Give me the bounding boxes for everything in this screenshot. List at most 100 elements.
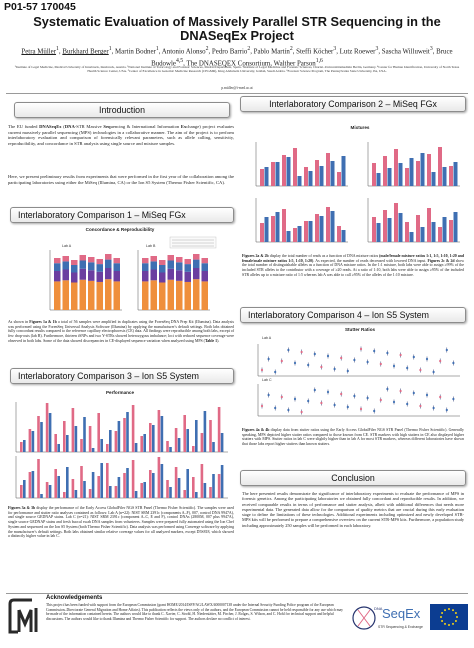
figure-2-bar (315, 214, 319, 242)
figure-1-bar-segment (71, 260, 78, 265)
figure-2-bar (405, 222, 409, 242)
figure-3-bar (74, 426, 78, 452)
figure-3-bar (126, 468, 129, 498)
figure-4-point (392, 364, 396, 368)
figure-3-bar (143, 482, 146, 498)
figure-2-bar (293, 148, 297, 186)
figure-1-bar-segment (71, 272, 78, 283)
figure-1-bar-segment (54, 281, 61, 310)
figure-3-bar (106, 444, 109, 452)
figure-2-bar (337, 172, 341, 186)
acknowledgements-text: This project has been funded with suppor… (46, 603, 343, 621)
figure-1-bar-segment (88, 270, 95, 281)
figure-4-point (439, 395, 442, 399)
figure-3-bar (149, 423, 152, 452)
footer-divider (6, 593, 468, 594)
figure-1-bar-segment (184, 259, 191, 265)
figure-3-bar (40, 422, 43, 452)
figure-2-bar (442, 167, 447, 186)
figure-2-bar (304, 167, 308, 186)
figure-1-table-legend (169, 236, 217, 249)
figure-4-point (280, 359, 283, 363)
figure-4-point (353, 394, 356, 398)
eu-star (440, 616, 442, 618)
figure-2-bar (330, 161, 335, 186)
figure-3-bar (123, 418, 126, 452)
figure-2-bar (427, 208, 431, 242)
eu-star (444, 622, 446, 625)
figure-1-bar-segment (113, 258, 120, 264)
figure-3-bar (195, 492, 198, 498)
figure-1-bar-segment (113, 271, 120, 282)
ilc1-lab-b-label: Lab B (146, 244, 156, 248)
figure-2-bar (398, 163, 403, 186)
figure-2-bar (337, 226, 341, 242)
figure-3-performance (15, 402, 228, 499)
figure-2-bar (431, 222, 436, 242)
figure-2-bar (372, 163, 376, 186)
figure-4-point (267, 393, 270, 397)
figure-3-bar (31, 431, 35, 452)
figure-4-point (406, 402, 409, 406)
figure-2-bar (383, 210, 387, 242)
figure-1-bar-segment (193, 254, 200, 260)
figure-3-bar (91, 472, 95, 498)
figure-2c (255, 198, 348, 243)
figure-3-bar (149, 470, 152, 498)
figure-2-bar (387, 168, 392, 186)
ilc2-caption: Figures 2a & 2b display the total number… (242, 254, 465, 277)
intro-heading: Introduction (14, 102, 230, 118)
figure-4-point (287, 348, 290, 352)
figure-2-bar (420, 153, 425, 186)
figure-2-bar (297, 226, 302, 242)
figure-2-bar (330, 211, 335, 242)
figure-2-bar (260, 169, 264, 186)
figure-3-bar (140, 483, 143, 498)
figure-3-bar (37, 459, 40, 498)
figure-1-bar-segment (201, 271, 208, 282)
figure-3a (15, 402, 228, 453)
figure-4-point (412, 355, 415, 359)
intro-paragraph-1: The EU funded DNASeqEx (DNA-STR Massive … (8, 124, 235, 146)
figure-3-bar (109, 486, 112, 498)
figure-4-point (320, 365, 323, 369)
figure-1-bar-segment (54, 258, 61, 264)
eu-star (454, 612, 457, 614)
figure-2-bar (341, 230, 346, 242)
figure-4-point (293, 397, 297, 401)
figure-4-point (313, 388, 316, 392)
figure-3-bar (100, 439, 103, 452)
figure-1-bar-segment (88, 280, 95, 310)
contact-email[interactable]: p.müller@i-med.ac.at (221, 86, 253, 90)
eu-star (444, 609, 446, 612)
figure-1-bar-segment (201, 281, 208, 310)
figure-1-bar-segment (167, 255, 174, 261)
figure-2-bar (326, 207, 330, 242)
figure-1-bar-segment (201, 263, 208, 271)
figure-4-point (260, 404, 264, 408)
figure-4-point (326, 354, 330, 358)
figure-3-bar (88, 426, 92, 452)
figure-1-bar-segment (159, 272, 166, 283)
figure-3-bar (131, 460, 135, 498)
figure-2-bar (409, 158, 414, 186)
dnaseqex-logo: DNA SeqEx STR Sequencing & Exchange (352, 598, 426, 638)
figure-2-bar (398, 213, 403, 242)
figure-3-bar (48, 485, 52, 498)
figure-2-bar (286, 157, 291, 186)
figure-3-bar (97, 413, 100, 452)
figure-1-bar-segment (150, 256, 157, 262)
figure-4-point (287, 408, 290, 412)
ilc1-heading: Interlaboratory Comparison 1 – MiSeq FGx (10, 207, 234, 223)
figure-3-bar (160, 464, 164, 498)
figure-2-bar (326, 153, 330, 186)
figure-4-point (439, 359, 442, 363)
figure-4-point (386, 387, 389, 391)
figure-1-bar-segment (150, 280, 157, 310)
figure-3-bar (169, 487, 172, 498)
figure-3-bar (63, 421, 66, 452)
ilc4-lab-a-label: Lab A (262, 336, 272, 340)
figure-1-bar-segment (71, 282, 78, 310)
figure-2-bar (308, 171, 313, 186)
eu-star (454, 620, 457, 622)
